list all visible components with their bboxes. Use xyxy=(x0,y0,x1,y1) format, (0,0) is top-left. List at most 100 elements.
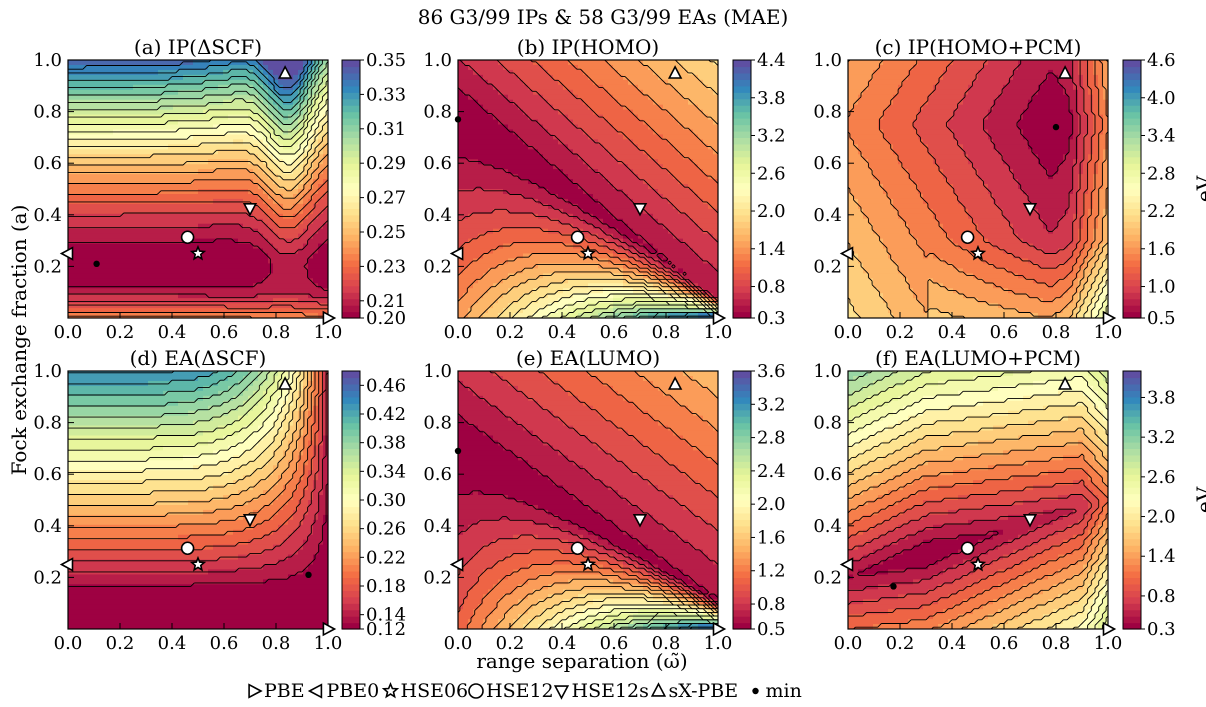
colorbar-tick-label: 0.3 xyxy=(757,308,786,329)
colorbar-tick-label: 2.6 xyxy=(757,163,786,184)
marker-hse06 xyxy=(969,555,987,572)
x-tick-label: 0.6 xyxy=(210,633,239,654)
x-tick-label: 0.2 xyxy=(886,633,915,654)
colorbar-tick-label: 0.18 xyxy=(366,576,406,597)
panel-1: (a) IP(ΔSCF) 0.0 0.2 0.4 0.6 0.8 1.0 0.2 0.4 0.6 0… xyxy=(33,35,406,343)
legend-marker xyxy=(248,683,263,699)
x-tick-label: 0.0 xyxy=(444,322,473,343)
panel-title: (f) EA(LUMO+PCM) xyxy=(875,346,1081,370)
legend-marker xyxy=(553,685,570,700)
x-tick-label: 0.8 xyxy=(1042,322,1071,343)
marker-hse12 xyxy=(570,230,585,245)
marker-pbe0 xyxy=(59,246,74,261)
marker-hse12s xyxy=(1022,513,1038,528)
colorbar-tick-label: 4.4 xyxy=(757,50,786,71)
x-tick-label: 1.0 xyxy=(1094,322,1123,343)
y-tick-label: 0.2 xyxy=(813,256,842,277)
colorbar-tick-label: 2.8 xyxy=(757,428,786,449)
marker-min xyxy=(93,260,100,268)
legend-item-hse12: HSE12 xyxy=(468,680,554,702)
marker-min xyxy=(454,447,462,455)
x-tick-label: 0.2 xyxy=(496,633,525,654)
marker-hse06 xyxy=(189,244,207,261)
x-tick-label: 0.0 xyxy=(834,633,863,654)
colorbar-tick-label: 0.3 xyxy=(1147,619,1176,640)
colorbar-tick-label: 0.20 xyxy=(366,308,406,329)
y-tick-label: 1.0 xyxy=(33,361,62,382)
marker-hse12 xyxy=(180,230,195,245)
marker-sx-pbe xyxy=(1057,376,1073,390)
marker-min xyxy=(890,583,897,590)
y-tick-label: 1.0 xyxy=(813,361,842,382)
marker-pbe xyxy=(322,310,337,326)
colorbar: 0.120.14 0.18 0.22 0.26 0.30 0.34 0.38 0.42 0.46 xyxy=(341,370,406,640)
colorbar: 0.3 0.8 1.4 2.0 2.6 3.2 3.8 4.4 xyxy=(732,50,786,329)
colorbar-tick-label: 3.2 xyxy=(1147,427,1176,448)
x-tick-label: 0.6 xyxy=(600,633,629,654)
legend-marker xyxy=(650,682,667,697)
marker-sx-pbe xyxy=(277,65,293,79)
x-tick-label: 0.8 xyxy=(262,633,291,654)
x-tick-label: 0.2 xyxy=(496,322,525,343)
contour-fill xyxy=(848,60,1108,318)
colorbar-tick-label: 3.8 xyxy=(1147,387,1176,408)
marker-pbe0 xyxy=(59,557,74,572)
x-tick-label: 0.6 xyxy=(990,322,1019,343)
marker-pbe0 xyxy=(839,557,854,572)
marker-pbe xyxy=(712,621,727,637)
marker-hse06 xyxy=(969,244,987,261)
colorbar-tick-label: 0.5 xyxy=(1147,308,1176,329)
contour-lines xyxy=(68,60,328,318)
x-tick-label: 1.0 xyxy=(314,633,343,654)
legend-label: HSE12 xyxy=(486,680,554,702)
y-tick-label: 0.6 xyxy=(423,464,452,485)
contour-fill xyxy=(458,371,718,629)
y-tick-label: 0.8 xyxy=(813,102,842,123)
colorbar-tick-label: 4.0 xyxy=(1147,88,1176,109)
legend-item-sx-pbe: sX-PBE xyxy=(650,680,738,702)
marker-hse06 xyxy=(579,244,597,261)
colorbar-tick-label: 0.27 xyxy=(366,188,406,209)
marker-min xyxy=(305,571,312,579)
x-tick-label: 0.2 xyxy=(106,633,135,654)
colorbar-tick-label: 0.30 xyxy=(366,490,406,511)
y-tick-label: 0.2 xyxy=(33,256,62,277)
y-tick-label: 0.2 xyxy=(813,567,842,588)
marker-pbe0 xyxy=(839,246,854,261)
x-tick-label: 0.6 xyxy=(600,322,629,343)
reference-markers xyxy=(59,65,337,326)
colorbar-tick-label: 0.46 xyxy=(366,375,406,396)
panel-title: (e) EA(LUMO) xyxy=(516,346,660,370)
panel-frame xyxy=(67,59,329,319)
colorbar-tick-label: 3.2 xyxy=(757,126,786,147)
marker-hse12s xyxy=(632,203,648,217)
panel-title: (c) IP(HOMO+PCM) xyxy=(875,35,1082,59)
marker-hse12s xyxy=(632,513,648,528)
marker-min xyxy=(1052,123,1060,131)
marker-pbe0 xyxy=(449,557,464,572)
contour-lines xyxy=(68,371,328,588)
legend-marker xyxy=(752,687,759,695)
contour-lines xyxy=(458,371,718,629)
x-tick-label: 0.0 xyxy=(54,322,83,343)
colorbar-tick-label: 0.25 xyxy=(366,222,406,243)
colorbar-unit: eV xyxy=(1192,175,1206,202)
panel-5: (e) EA(LUMO) 0.0 0.2 0.4 0.6 0.8 1.0 0.2 0.4 0.6 0… xyxy=(423,346,785,654)
y-tick-label: 0.8 xyxy=(423,102,452,123)
colorbar-tick-label: 2.8 xyxy=(1147,163,1176,184)
x-tick-label: 0.0 xyxy=(444,633,473,654)
x-tick-label: 0.4 xyxy=(548,633,577,654)
colorbar-tick-label: 0.8 xyxy=(757,277,786,298)
y-tick-label: 0.2 xyxy=(33,567,62,588)
panel-frame xyxy=(847,59,1109,319)
panel-frame xyxy=(847,370,1109,630)
colorbar: 0.3 0.8 1.4 2.0 2.6 3.2 3.8 eV xyxy=(1122,370,1206,640)
reference-markers xyxy=(449,376,727,637)
y-tick-label: 0.4 xyxy=(33,516,62,537)
colorbar: 0.200.21 0.23 0.25 0.27 0.29 0.31 0.33 0.35 xyxy=(341,50,406,329)
colorbar-tick-label: 2.0 xyxy=(757,201,786,222)
contour-lines xyxy=(848,371,1108,629)
marker-hse12s xyxy=(242,203,258,217)
colorbar-tick-label: 2.4 xyxy=(757,461,786,482)
colorbar-tick-label: 2.0 xyxy=(757,494,786,515)
